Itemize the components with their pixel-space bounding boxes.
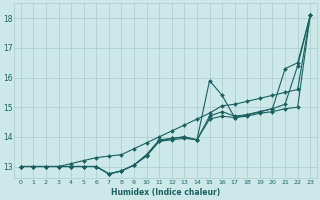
X-axis label: Humidex (Indice chaleur): Humidex (Indice chaleur): [111, 188, 220, 197]
